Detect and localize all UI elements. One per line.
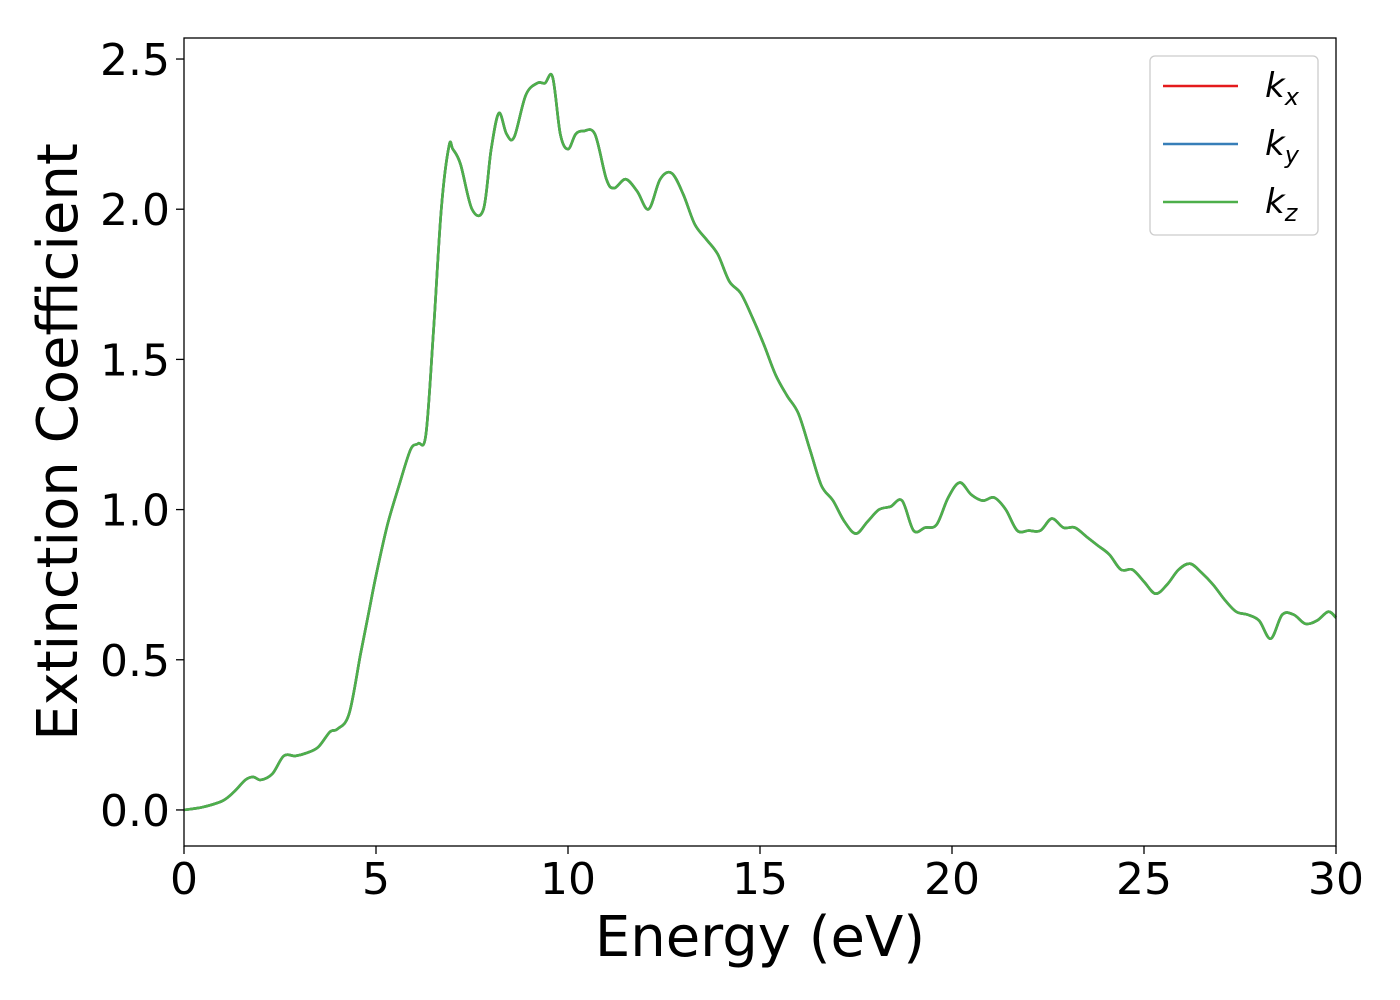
legend-label: ky	[1265, 124, 1300, 169]
y-tick-label: 1.5	[100, 335, 170, 386]
x-tick-label: 25	[1116, 854, 1172, 905]
x-tick-label: 20	[924, 854, 980, 905]
legend-label-base: k	[1265, 124, 1286, 164]
y-tick-label: 0.5	[100, 636, 170, 687]
x-tick-label: 5	[362, 854, 390, 905]
legend-label-sub: y	[1284, 141, 1300, 169]
series-layer	[183, 72, 1337, 812]
series-line-k-z	[183, 72, 1337, 812]
x-axis-label: Energy (eV)	[595, 905, 925, 970]
y-tick-label: 0.0	[100, 786, 170, 837]
legend-label: kz	[1265, 182, 1299, 227]
legend-label-base: k	[1265, 182, 1286, 222]
y-tick-label: 1.0	[100, 486, 170, 537]
x-tick-label: 30	[1308, 854, 1364, 905]
x-tick-label: 10	[540, 854, 596, 905]
y-axis-ticks: 0.0 0.5 1.0 1.5 2.0 2.5	[100, 35, 184, 837]
y-tick-label: 2.0	[100, 185, 170, 236]
plot-area	[184, 38, 1336, 846]
x-tick-label: 15	[732, 854, 788, 905]
legend-label-base: k	[1265, 66, 1286, 106]
legend-box	[1149, 55, 1319, 236]
y-axis-label: Extinction Coefficient	[26, 143, 91, 741]
legend-label: kx	[1265, 66, 1300, 111]
legend-label-sub: x	[1284, 83, 1300, 111]
legend-label-sub: z	[1284, 199, 1299, 227]
x-tick-label: 0	[170, 854, 198, 905]
y-tick-label: 2.5	[100, 35, 170, 86]
x-axis-ticks: 0 5 10 15 20 25 30	[170, 846, 1364, 905]
